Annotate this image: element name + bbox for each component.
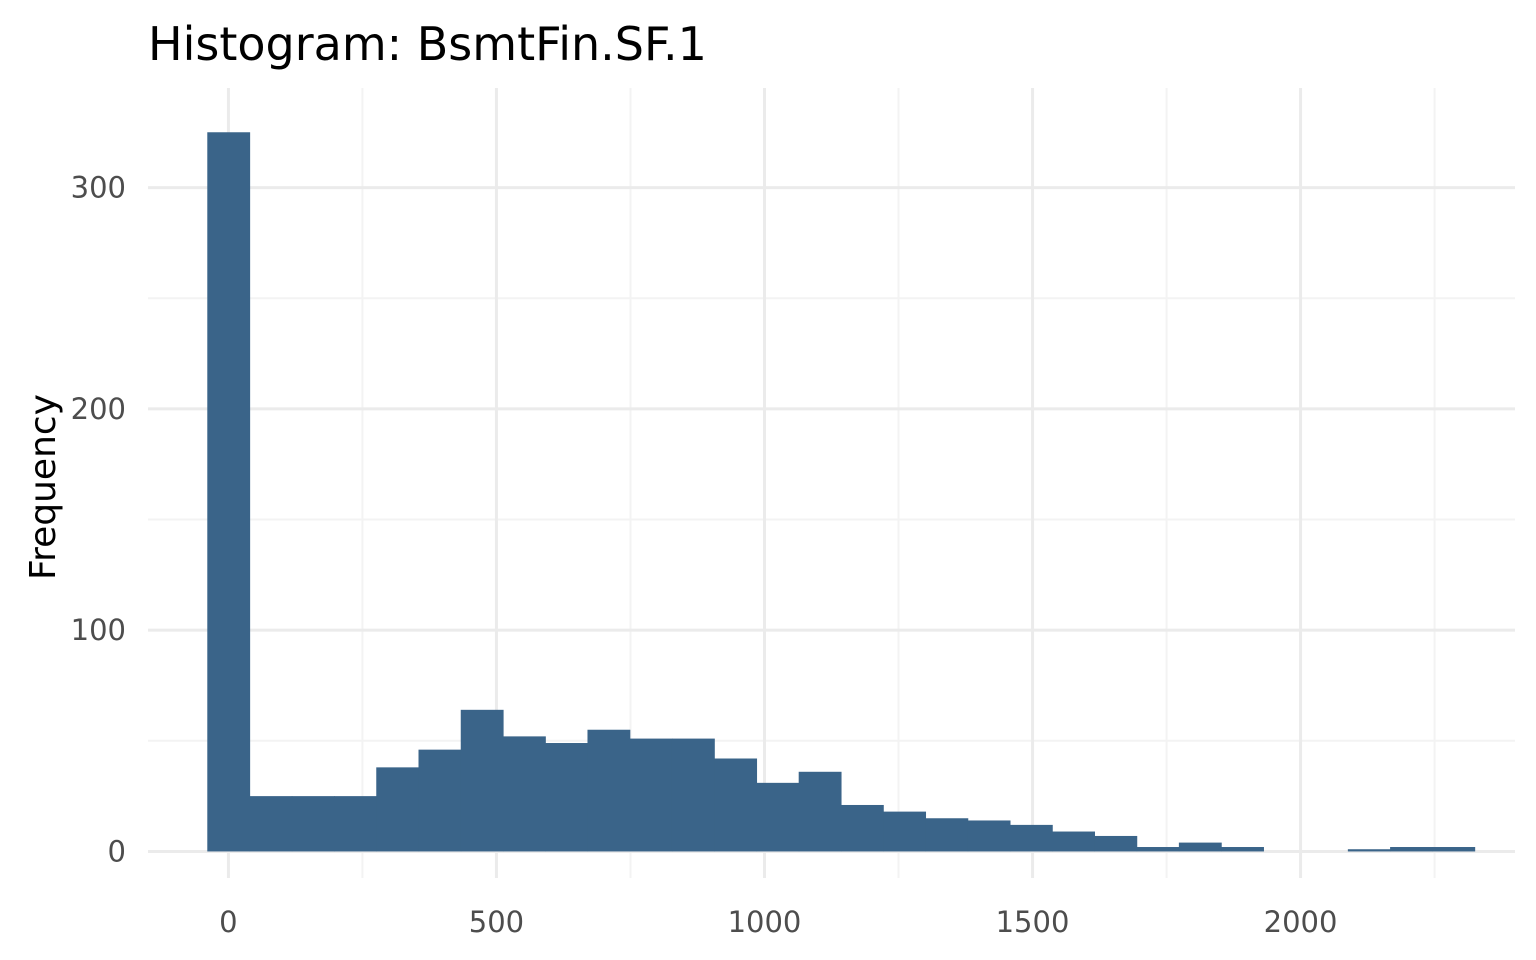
x-tick-label: 2000 <box>1264 905 1338 939</box>
histogram-bar <box>249 796 293 852</box>
grid-lines <box>148 88 1515 878</box>
histogram-bar <box>1094 835 1138 852</box>
histogram-bar <box>714 758 758 852</box>
histogram-bar <box>883 811 927 852</box>
x-tick-label: 500 <box>469 905 524 939</box>
histogram-bar <box>1390 847 1433 852</box>
histogram-bar <box>671 738 715 852</box>
histogram-bars <box>207 132 1476 852</box>
histogram-bar <box>967 820 1011 852</box>
y-tick-label: 0 <box>108 834 126 868</box>
histogram-bar <box>502 736 546 852</box>
histogram-bar <box>1347 849 1391 852</box>
y-tick-label: 300 <box>71 171 126 205</box>
histogram-bar <box>418 749 462 852</box>
histogram-bar <box>334 796 377 852</box>
histogram-bar <box>545 743 589 852</box>
histogram-bar <box>798 771 842 852</box>
x-tick-label: 0 <box>219 905 237 939</box>
y-tick-label: 200 <box>71 392 126 426</box>
histogram-bar <box>1221 847 1264 852</box>
histogram-bar <box>587 729 631 852</box>
histogram-bar <box>1178 842 1222 852</box>
histogram-bar <box>1052 831 1095 852</box>
histogram-bar <box>207 132 251 852</box>
histogram-bar <box>1136 847 1180 852</box>
histogram-bar <box>376 767 420 852</box>
histogram-bar <box>460 709 504 852</box>
histogram-bar <box>925 818 969 852</box>
histogram-bar <box>1009 824 1053 852</box>
histogram-bar <box>291 796 335 852</box>
histogram-bar <box>756 782 800 852</box>
y-axis-ticks: 0 100 200 300 <box>71 171 126 869</box>
x-axis-ticks: 0 500 1000 1500 2000 <box>219 905 1337 939</box>
histogram-bar <box>840 804 884 852</box>
x-tick-label: 1000 <box>728 905 802 939</box>
histogram-bar <box>629 738 673 852</box>
chart-title: Histogram: BsmtFin.SF.1 <box>148 17 707 71</box>
y-axis-label: Frequency <box>23 394 64 580</box>
y-tick-label: 100 <box>71 613 126 647</box>
histogram-bar <box>1432 847 1476 852</box>
x-tick-label: 1500 <box>996 905 1070 939</box>
